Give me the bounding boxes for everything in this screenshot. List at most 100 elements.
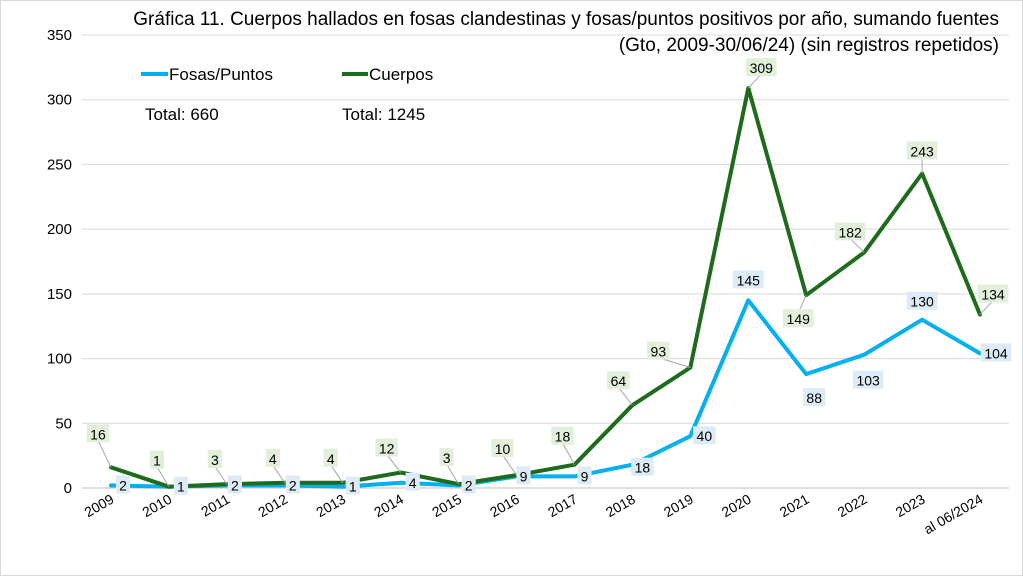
data-label-cuerpos-bg [834, 222, 866, 241]
label-leader [272, 464, 286, 484]
x-tick-label: al 06/2024 [921, 491, 986, 538]
y-tick-label: 150 [47, 286, 72, 303]
y-tick-label: 300 [47, 92, 72, 109]
data-label-fosas: 88 [806, 390, 822, 406]
data-label-cuerpos: 18 [555, 429, 571, 445]
legend-label-cuerpos: Cuerpos [369, 65, 433, 84]
x-tick-label: 2012 [255, 491, 290, 521]
data-label-fosas-bg [732, 270, 764, 289]
data-label-cuerpos: 10 [495, 441, 511, 457]
chart-title-line-2: (Gto, 2009-30/06/24) (sin registros repe… [619, 35, 999, 56]
data-label-cuerpos: 243 [910, 143, 934, 159]
data-label-fosas: 9 [581, 468, 589, 484]
data-label-fosas: 145 [737, 272, 761, 288]
data-label-fosas-bg [285, 475, 300, 494]
label-leader [849, 238, 865, 253]
data-label-cuerpos-bg [265, 448, 280, 467]
data-label-cuerpos-bg [207, 450, 222, 469]
data-label-fosas: 1 [349, 479, 357, 495]
data-label-cuerpos: 4 [327, 451, 335, 467]
label-leader [97, 440, 112, 468]
label-leader [562, 442, 575, 465]
data-label-fosas: 2 [465, 477, 473, 493]
y-axis: 0 50 100 150 200 250 300 350 [47, 27, 72, 497]
data-label-cuerpos: 134 [981, 287, 1005, 303]
data-label-cuerpos: 16 [90, 426, 106, 442]
y-tick-label: 200 [47, 221, 72, 238]
data-label-fosas-bg [173, 476, 189, 495]
data-label-cuerpos-bg [149, 450, 165, 469]
x-tick-label: 2013 [313, 491, 348, 521]
y-tick-label: 350 [47, 27, 72, 44]
label-leader [330, 464, 344, 484]
x-axis: 2009 2010 2011 2012 2013 2014 2015 2016 2017 2018… [81, 491, 985, 538]
data-label-fosas-bg [631, 457, 654, 476]
data-label-cuerpos: 1 [153, 453, 161, 469]
x-tick-label: 2019 [661, 491, 696, 521]
data-label-cuerpos-bg [491, 439, 514, 458]
label-leader [502, 454, 517, 476]
series-line-cuerpos [109, 86, 982, 489]
data-label-fosas: 1 [177, 479, 185, 495]
data-label-fosas-bg [345, 476, 360, 495]
data-label-cuerpos-bg [323, 448, 338, 467]
data-label-fosas-bg [693, 426, 716, 445]
label-leader [386, 454, 402, 473]
data-label-cuerpos-bg [86, 424, 110, 443]
data-label-fosas-bg [461, 475, 476, 494]
data-label-fosas: 40 [697, 428, 713, 444]
data-label-cuerpos: 93 [651, 344, 667, 360]
data-label-cuerpos-bg [607, 371, 630, 390]
legend: Fosas/Puntos Cuerpos Total: 660 Total: 1… [141, 65, 433, 124]
label-leader [446, 463, 460, 485]
data-label-fosas-bg [980, 343, 1012, 362]
data-label-fosas-bg [852, 370, 884, 389]
data-label-fosas-bg [115, 475, 131, 494]
x-tick-label: 2011 [198, 491, 232, 520]
data-label-cuerpos-bg [647, 341, 670, 360]
series-lines [109, 86, 982, 489]
total-fosas: Total: 660 [145, 105, 219, 124]
data-label-fosas-bg [405, 472, 420, 491]
data-label-fosas: 103 [856, 373, 880, 389]
series-line-fosas-puntos [109, 298, 982, 489]
data-label-cuerpos-bg [375, 438, 398, 457]
chart-title-line-1: Gráfica 11. Cuerpos hallados en fosas cl… [133, 9, 999, 30]
y-tick-label: 100 [47, 351, 72, 368]
x-tick-label: 2021 [777, 491, 812, 521]
x-tick-label: 2015 [429, 491, 464, 521]
x-tick-label: 2023 [893, 491, 928, 521]
data-label-fosas: 2 [119, 477, 127, 493]
total-cuerpos: Total: 1245 [342, 105, 425, 124]
y-tick-label: 0 [64, 480, 72, 497]
x-tick-label: 2017 [545, 491, 580, 521]
y-tick-label: 50 [55, 415, 72, 432]
label-leader [618, 386, 633, 406]
data-label-cuerpos: 4 [269, 451, 277, 467]
x-tick-label: 2016 [487, 491, 522, 521]
data-label-fosas-bg [227, 475, 242, 494]
data-label-cuerpos-bg [906, 141, 938, 160]
data-label-cuerpos: 3 [443, 450, 451, 466]
label-leader [747, 73, 762, 89]
data-label-fosas: 9 [520, 468, 528, 484]
label-leader [214, 465, 228, 485]
data-label-fosas-bg [516, 466, 531, 485]
data-label-cuerpos-bg [745, 58, 777, 77]
x-tick-label: 2014 [371, 491, 406, 521]
x-tick-label: 2020 [719, 491, 754, 521]
label-leader [979, 300, 994, 315]
data-label-fosas-bg [906, 291, 938, 310]
legend-label-fosas: Fosas/Puntos [169, 65, 273, 84]
data-label-fosas: 2 [231, 477, 239, 493]
data-label-cuerpos-bg [782, 309, 814, 328]
data-label-fosas: 18 [635, 460, 651, 476]
data-label-fosas: 130 [910, 294, 934, 310]
data-label-cuerpos: 309 [750, 60, 774, 76]
data-label-fosas-bg [577, 466, 592, 485]
y-tick-label: 250 [47, 156, 72, 173]
data-label-fosas: 2 [289, 477, 297, 493]
